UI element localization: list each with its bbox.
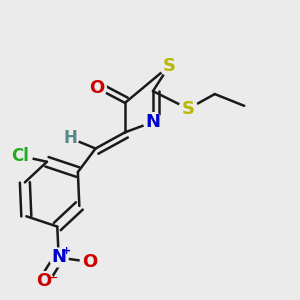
Text: Cl: Cl: [11, 147, 29, 165]
Text: O: O: [89, 79, 105, 97]
Circle shape: [143, 112, 162, 131]
Circle shape: [62, 130, 79, 146]
Circle shape: [34, 272, 53, 290]
Circle shape: [88, 79, 106, 98]
Circle shape: [179, 99, 198, 118]
Text: N: N: [51, 248, 66, 266]
Circle shape: [160, 57, 178, 76]
Circle shape: [9, 144, 32, 168]
Text: O: O: [36, 272, 52, 290]
Text: −: −: [47, 271, 58, 284]
Text: S: S: [182, 100, 195, 118]
Text: +: +: [62, 246, 72, 256]
Text: H: H: [64, 129, 77, 147]
Circle shape: [80, 253, 99, 271]
Text: S: S: [163, 57, 176, 75]
Text: N: N: [146, 113, 160, 131]
Circle shape: [49, 248, 68, 267]
Text: O: O: [82, 253, 97, 271]
